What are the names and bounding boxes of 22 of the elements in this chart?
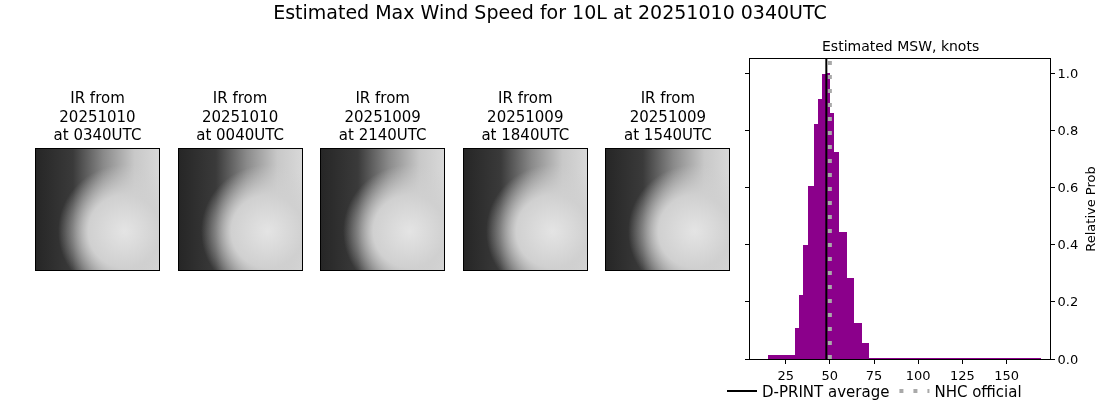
- text: Estimated Max Wind Speed for 10L at 20251010 0340UTC: [273, 1, 827, 24]
- chart-subtitle: Estimated MSW, knots: [822, 38, 980, 54]
- x-tick-label: 75: [865, 367, 883, 383]
- y-tick-label: 0.0: [1057, 351, 1079, 367]
- y-tick-label: 0.8: [1057, 122, 1079, 138]
- x-tick-label: 25: [777, 367, 794, 383]
- x-tick-label: 50: [821, 367, 839, 383]
- x-tick-label: 150: [994, 367, 1019, 383]
- text: IR from 20251010 at 0340UTC: [52, 89, 143, 145]
- text: IR from 20251009 at 1540UTC: [623, 89, 713, 145]
- x-tick-label: 125: [949, 367, 975, 383]
- text: IR from 20251009 at 1840UTC: [480, 89, 571, 145]
- text: IR from 20251010 at 0040UTC: [195, 89, 285, 145]
- y-tick-label: 0.4: [1057, 237, 1079, 253]
- x-tick-label: 100: [905, 367, 931, 383]
- y-tick-label: 1.0: [1057, 65, 1079, 81]
- y-axis-title: Relative Prob: [1082, 166, 1098, 252]
- legend-label: NHC official: [934, 382, 1022, 401]
- y-tick-label: 0.2: [1057, 294, 1079, 310]
- ref-line-label: D-PRINT average: [762, 382, 890, 401]
- y-tick-label: 0.6: [1057, 180, 1079, 196]
- text: IR from 20251009 at 2140UTC: [337, 89, 428, 145]
